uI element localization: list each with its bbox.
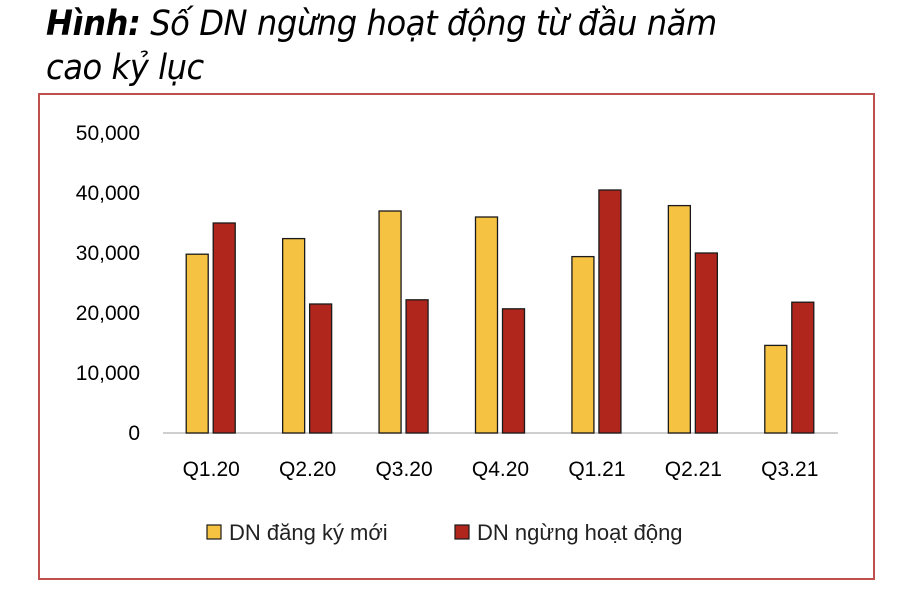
y-tick-label: 30,000 — [76, 242, 140, 265]
bar-new-Q1.20 — [185, 253, 209, 434]
y-tick-label: 0 — [128, 422, 140, 445]
x-tick-label: Q1.21 — [568, 458, 625, 481]
x-tick-label: Q2.21 — [665, 458, 722, 481]
bar-stopped-Q4.20 — [501, 308, 526, 434]
bar-new-Q3.21 — [764, 344, 788, 434]
legend-swatch-1 — [454, 524, 470, 540]
x-tick-label: Q3.20 — [375, 458, 432, 481]
chart-frame — [38, 93, 875, 580]
bar-new-Q1.21 — [571, 255, 595, 434]
bar-stopped-Q1.20 — [212, 222, 236, 434]
legend-swatch-0 — [206, 524, 222, 540]
bar-new-Q2.20 — [281, 237, 306, 434]
bar-new-Q2.21 — [667, 204, 692, 434]
bar-stopped-Q1.21 — [598, 189, 622, 434]
chart-title: Hình: Số DN ngừng hoạt động từ đầu năm c… — [46, 2, 782, 90]
bar-stopped-Q3.21 — [791, 301, 815, 434]
x-tick-label: Q1.20 — [183, 458, 240, 481]
bar-new-Q4.20 — [474, 216, 499, 434]
y-tick-label: 20,000 — [76, 302, 140, 325]
x-tick-label: Q4.20 — [472, 458, 529, 481]
x-tick-label: Q3.21 — [761, 458, 818, 481]
bar-stopped-Q2.21 — [694, 252, 719, 434]
y-tick-label: 10,000 — [76, 362, 140, 385]
legend-label: DN ngừng hoạt động — [477, 520, 683, 545]
x-tick-label: Q2.20 — [279, 458, 336, 481]
title-text: Số DN ngừng hoạt động từ đầu năm cao kỷ … — [46, 4, 717, 88]
y-tick-label: 40,000 — [76, 182, 140, 205]
bar-stopped-Q2.20 — [308, 303, 333, 434]
bar-stopped-Q3.20 — [405, 299, 429, 434]
y-tick-label: 50,000 — [76, 122, 140, 145]
legend-label: DN đăng ký mới — [229, 520, 388, 545]
bar-new-Q3.20 — [378, 210, 402, 434]
title-prefix: Hình: — [46, 4, 141, 44]
